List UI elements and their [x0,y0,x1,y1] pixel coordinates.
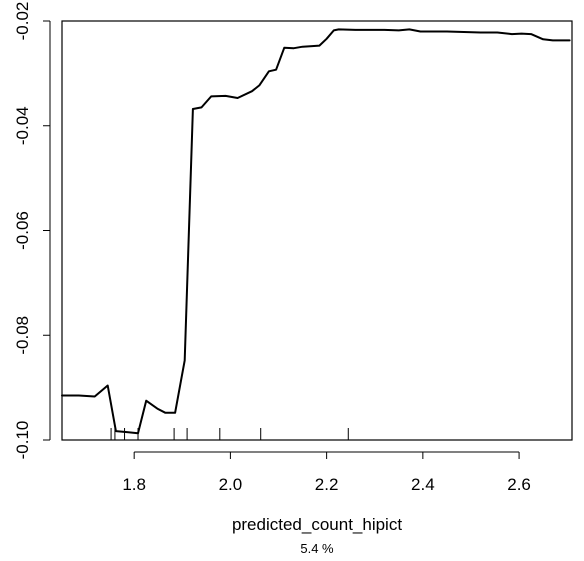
y-tick-label: -0.02 [13,2,32,41]
y-tick-label: -0.06 [13,211,32,250]
plot-area-border [61,20,573,441]
x-tick-label: 1.8 [122,475,146,494]
x-tick-label: 2.2 [315,475,339,494]
axes: 1.8 2.0 2.2 2.4 2.6 -0.10 -0.08 -0.06 -0.04 -0.0… [13,2,573,494]
x-axis-percent-note: 5.4 % [300,541,334,556]
x-tick-label: 2.6 [507,475,531,494]
partial-dependence-line [61,28,571,435]
y-tick-label: -0.04 [13,106,32,145]
y-tick-label: -0.08 [13,316,32,355]
x-tick-label: 2.4 [411,475,435,494]
x-axis-title: predicted_count_hipict [232,515,402,534]
data-series [61,28,571,435]
y-tick-label: -0.10 [13,421,32,460]
rug-marks [110,428,349,440]
y-axis: -0.10 -0.08 -0.06 -0.04 -0.02 [13,2,51,460]
x-axis: 1.8 2.0 2.2 2.4 2.6 [122,451,531,494]
x-tick-label: 2.0 [219,475,243,494]
